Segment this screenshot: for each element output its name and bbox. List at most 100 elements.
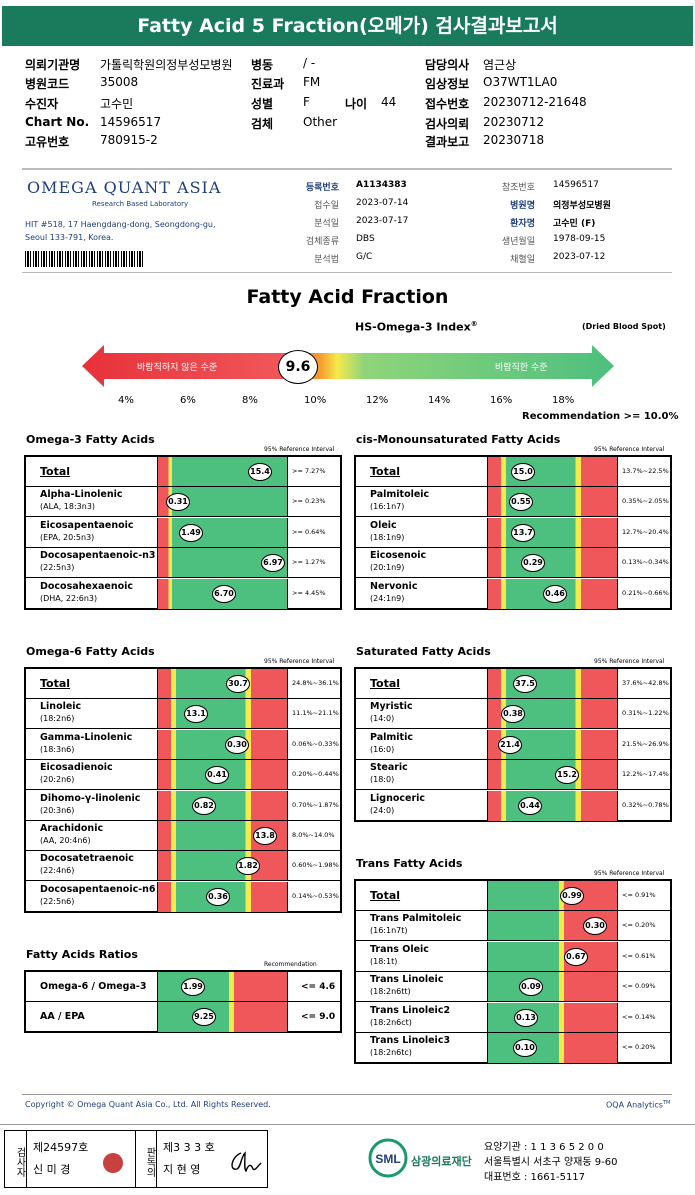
row-name: Palmitoleic xyxy=(370,489,430,500)
footer-divider xyxy=(22,1094,672,1095)
header-value: FM xyxy=(303,75,321,89)
ref-interval-header: 95% Reference Interval xyxy=(594,658,665,665)
row-name: Docosatetraenoic xyxy=(40,853,134,864)
row-bar: 13.1 xyxy=(157,699,288,728)
institute-brand: 삼광의료재단 xyxy=(411,1155,472,1168)
row-name: Trans Oleic xyxy=(370,944,429,955)
row-sub: (20:3n6) xyxy=(40,806,75,815)
panel-row: Omega-6 / Omega-3 1.99 <= 4.6 xyxy=(26,972,340,1002)
header-key: 결과보고 xyxy=(425,135,470,149)
lab-logo-sub: Research Based Laboratory xyxy=(92,200,189,208)
panel-row: Dihomo-γ-linolenic (20:3n6) 0.82 0.70%~1.87… xyxy=(26,791,340,821)
value-bubble: 15.0 xyxy=(511,463,535,481)
ref-interval-header: 95% Reference Interval xyxy=(594,870,665,877)
row-name: Alpha-Linolenic xyxy=(40,489,123,500)
specimen-label: (Dried Blood Spot) xyxy=(582,322,666,331)
row-sub: (18:2n6) xyxy=(40,714,75,723)
panel-row: Docosapentaenoic-n3 (22:5n3) 6.97 >= 1.27% xyxy=(26,548,340,578)
row-sub: (18:0) xyxy=(370,775,395,784)
signature-icon xyxy=(231,1151,262,1173)
value-bubble: 21.4 xyxy=(498,736,522,754)
row-bar: 0.13 xyxy=(487,1003,618,1032)
row-reference: 0.14%~0.53% xyxy=(292,892,339,900)
value-bubble: 6.97 xyxy=(261,554,285,572)
header-value: 780915-2 xyxy=(100,133,158,147)
fatty-acid-panel: Total 37.5 37.6%~42.8% Myristic (14:0) 0.38 0.… xyxy=(354,667,672,822)
lab-field-key: 분석일 xyxy=(314,219,339,229)
panel-row: Trans Oleic (18:1t) 0.67 <= 0.61% xyxy=(356,942,670,972)
value-bubble: 1.82 xyxy=(236,857,260,875)
header-value: 20230718 xyxy=(483,133,545,147)
row-name: Gamma-Linolenic xyxy=(40,732,133,743)
index-tick: 6% xyxy=(180,395,196,406)
row-reference: <= 0.61% xyxy=(622,952,656,960)
row-sub: (20:2n6) xyxy=(40,775,75,784)
panel-row: AA / EPA 9.25 <= 9.0 xyxy=(26,1002,340,1032)
value-bubble: 6.70 xyxy=(212,585,236,603)
row-sub: (24:0) xyxy=(370,806,395,815)
lab-field-value: 14596517 xyxy=(553,180,599,190)
row-bar: 1.82 xyxy=(157,851,288,880)
index-tick: 14% xyxy=(428,395,451,406)
panel-row: Gamma-Linolenic (18:3n6) 0.30 0.06%~0.33% xyxy=(26,730,340,760)
header-key: 접수번호 xyxy=(425,97,470,111)
role1-label: 검사자 xyxy=(5,1131,27,1187)
fatty-acid-panel: Total 15.4 >= 7.27% Alpha-Linolenic (ALA, 18… xyxy=(24,455,342,610)
row-reference: 0.21%~0.66% xyxy=(622,589,669,597)
row-bar: 0.38 xyxy=(487,699,618,728)
copyright: Copyright © Omega Quant Asia Co., Ltd. A… xyxy=(25,1100,271,1109)
header-key: 병원코드 xyxy=(25,77,70,91)
panel-row: Total 0.99 <= 0.91% xyxy=(356,881,670,911)
value-bubble: 30.7 xyxy=(226,675,250,693)
sml-logo-icon: SML xyxy=(368,1138,408,1178)
row-total-label: Total xyxy=(40,465,71,478)
ref-interval-header: 95% Reference Interval xyxy=(264,446,335,453)
row-name: Eicosenoic xyxy=(370,550,427,561)
row-sub: (16:1n7t) xyxy=(370,926,408,935)
row-bar: 0.31 xyxy=(157,487,288,516)
ref-interval-header: 95% Reference Interval xyxy=(264,658,335,665)
institute-info: 요양기관 : 1 1 3 6 5 2 0 0 서울특별시 서초구 양재동 9-60… xyxy=(484,1142,618,1183)
header-value: 고수민 xyxy=(100,97,134,111)
row-reference: >= 0.23% xyxy=(292,497,326,505)
row-bar: 13.7 xyxy=(487,518,618,547)
panel-row: Total 15.4 >= 7.27% xyxy=(26,457,340,487)
value-bubble: 0.30 xyxy=(225,736,249,754)
lab-field-value: 2023-07-14 xyxy=(356,198,409,208)
lab-field-value: G/C xyxy=(356,252,373,262)
panel-row: Docosahexaenoic (DHA, 22:6n3) 6.70 >= 4.45% xyxy=(26,579,340,609)
index-tick: 16% xyxy=(490,395,513,406)
row-reference: <= 0.20% xyxy=(622,1043,656,1051)
fatty-acid-panel: Total 30.7 24.8%~36.1% Linoleic (18:2n6) 13.1… xyxy=(24,667,342,913)
header-key: 진료과 xyxy=(251,77,285,91)
header-key: 병동 xyxy=(251,58,274,72)
role2-label: 판독의 xyxy=(135,1131,157,1187)
panel-row: Myristic (14:0) 0.38 0.31%~1.22% xyxy=(356,699,670,729)
panel-row: Docosatetraenoic (22:4n6) 1.82 0.60%~1.98% xyxy=(26,851,340,881)
index-tick: 10% xyxy=(304,395,327,406)
row-name: Dihomo-γ-linolenic xyxy=(40,793,141,804)
lab-field-key: 병원명 xyxy=(510,201,535,211)
lab-field-value: 의정부성모병원 xyxy=(553,201,611,211)
row-bar: 0.99 xyxy=(487,881,618,910)
panel-title: Saturated Fatty Acids xyxy=(356,645,491,658)
value-bubble: 0.31 xyxy=(166,493,190,511)
row-total-label: Total xyxy=(370,677,401,690)
row-bar: 15.2 xyxy=(487,760,618,789)
row-name: Oleic xyxy=(370,520,397,531)
row-sub: (18:2n6ct) xyxy=(370,1018,412,1027)
row-name: Trans Linoleic xyxy=(370,974,444,985)
header-value: 14596517 xyxy=(100,115,162,129)
lab-logo: OMEGA QUANT ASIA xyxy=(27,178,222,197)
row-sub: (16:0) xyxy=(370,745,395,754)
panel-row: Total 30.7 24.8%~36.1% xyxy=(26,669,340,699)
row-name: Docosapentaenoic-n6 xyxy=(40,884,156,895)
header-key: Chart No. xyxy=(25,115,90,129)
row-name: Docosahexaenoic xyxy=(40,581,134,592)
panel-row: Nervonic (24:1n9) 0.46 0.21%~0.66% xyxy=(356,579,670,609)
panel-title: Trans Fatty Acids xyxy=(356,857,463,870)
row-bar: 0.36 xyxy=(157,882,288,912)
row-bar: 0.09 xyxy=(487,972,618,1001)
row-bar: 0.29 xyxy=(487,548,618,577)
lab-field-value: 2023-07-12 xyxy=(553,252,606,262)
